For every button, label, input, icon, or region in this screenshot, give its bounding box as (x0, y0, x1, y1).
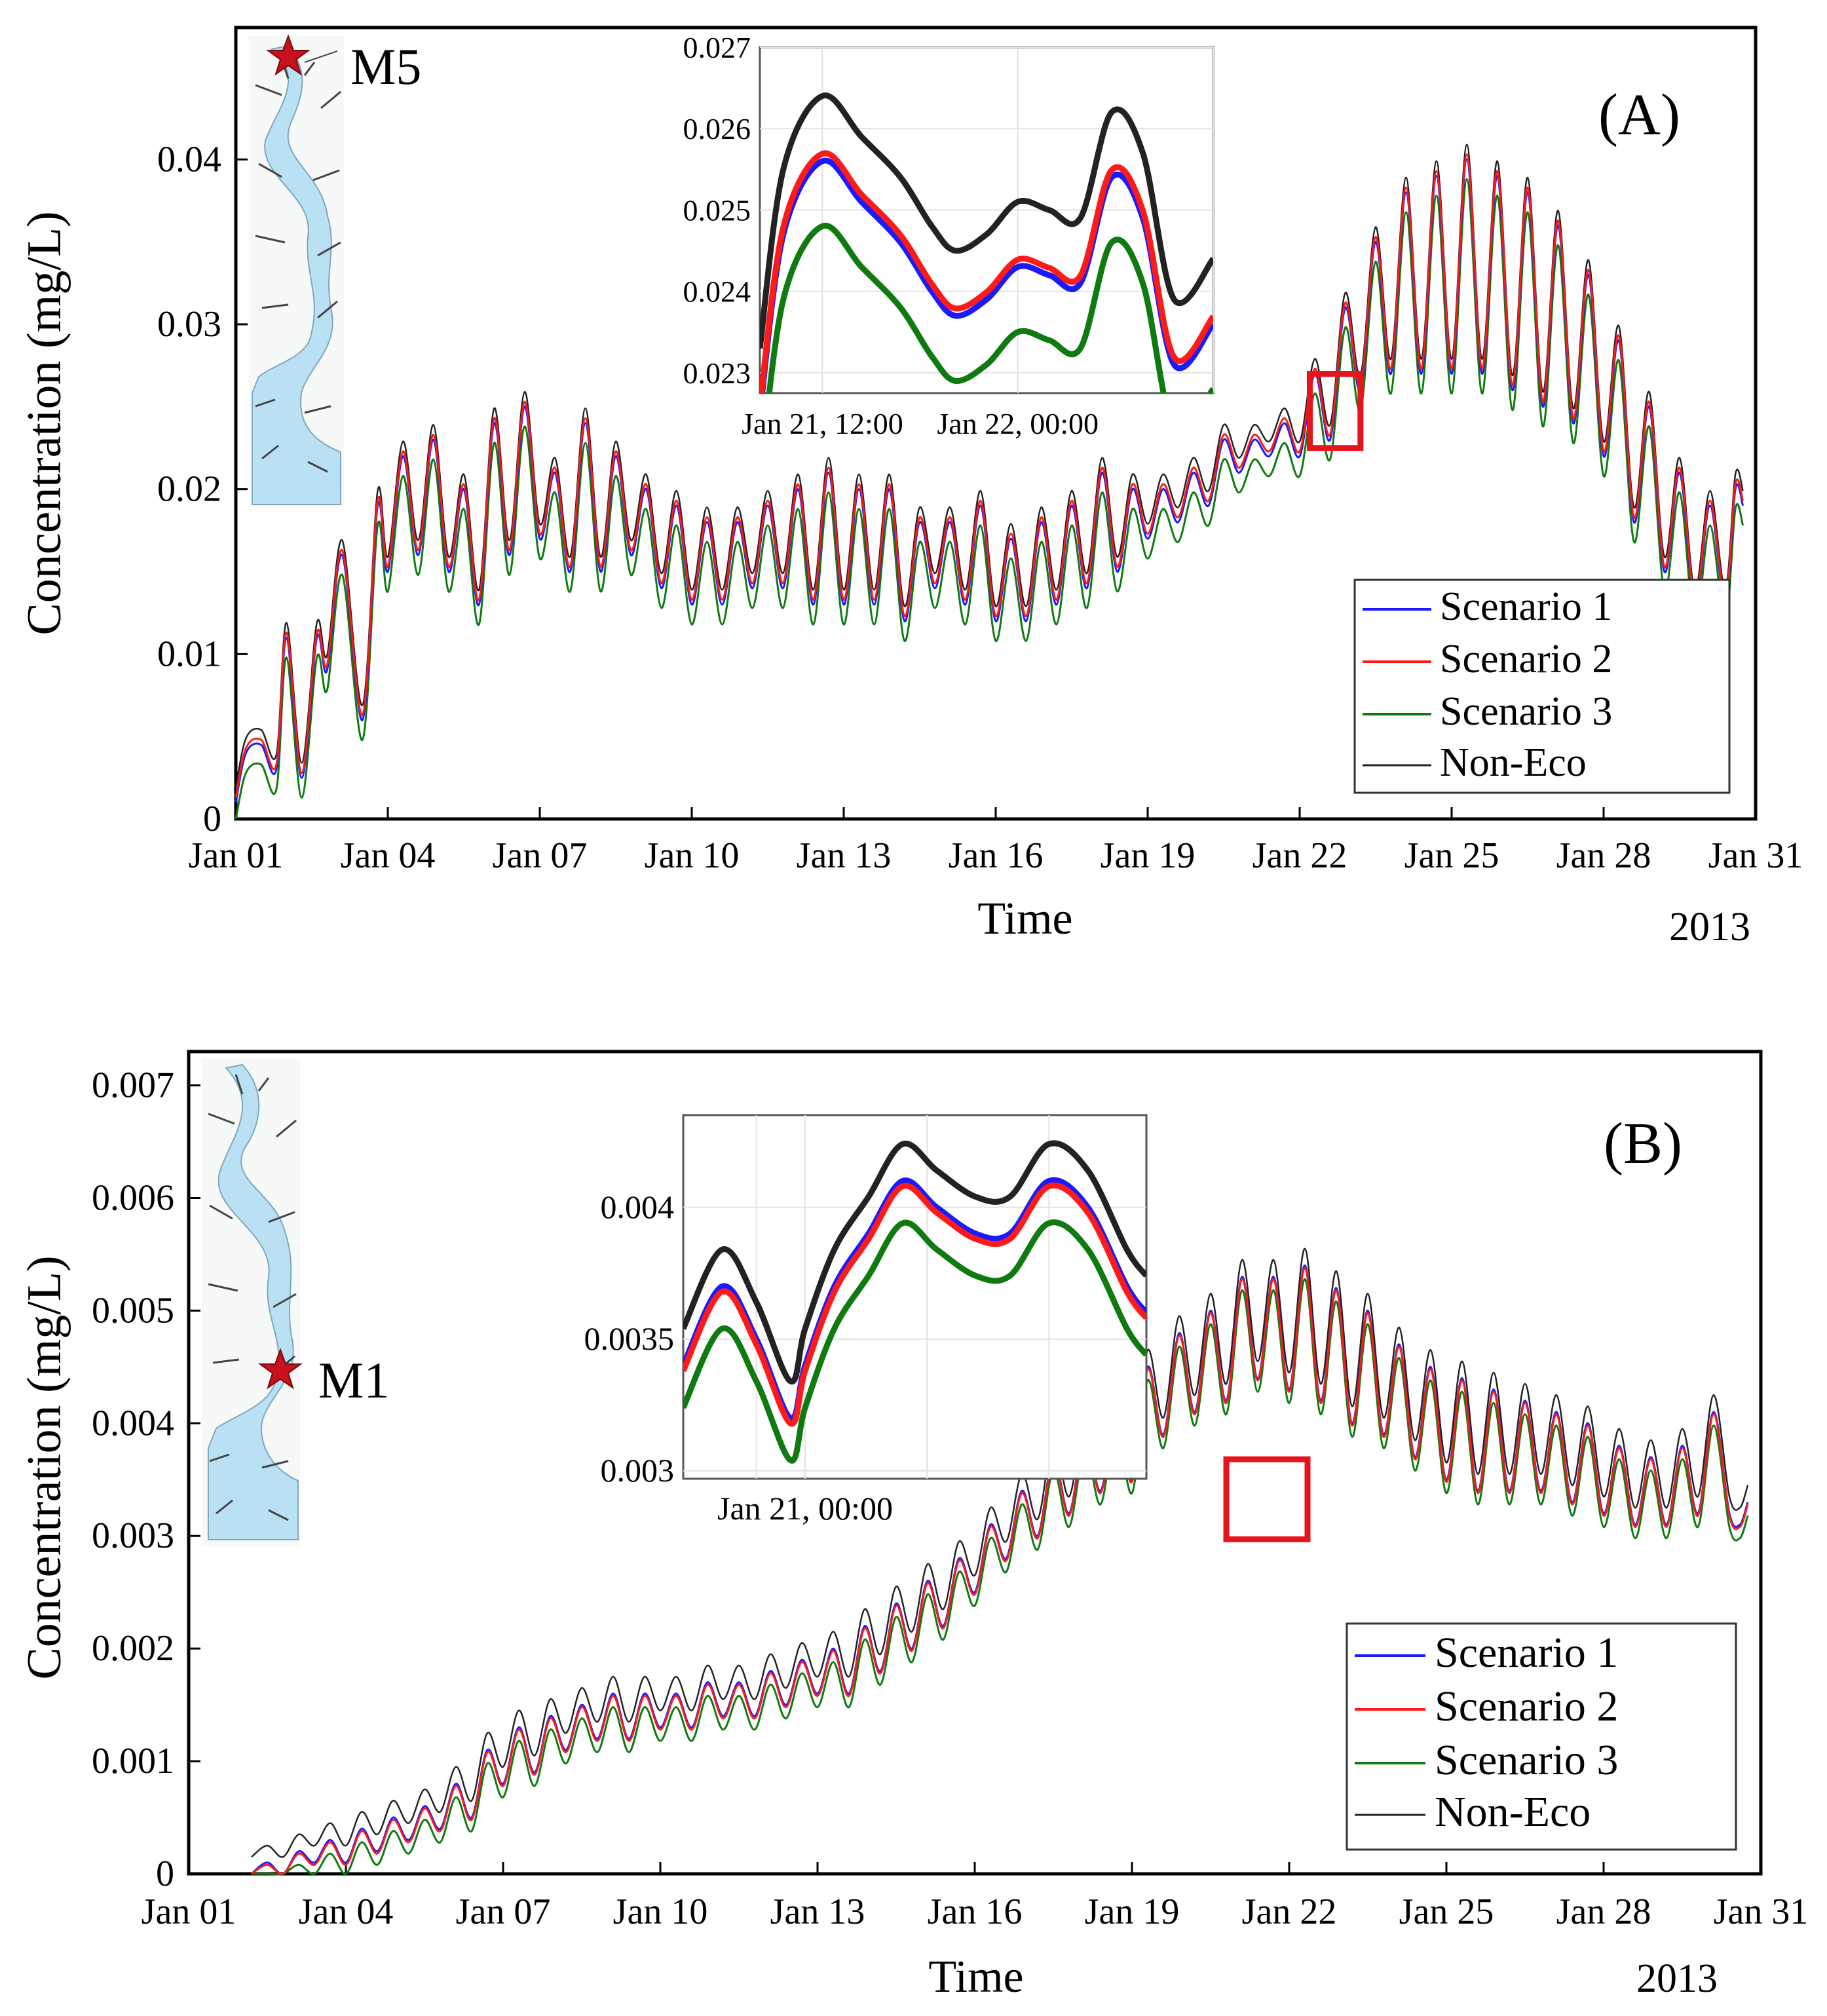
panel-b-inset-y-tick-label: 0.0035 (584, 1320, 675, 1357)
panel-b-x-axis-label: Time (928, 1952, 1023, 2002)
panel-a-x-tick-label: Jan 13 (797, 835, 892, 876)
panel-a-legend: Scenario 1 Scenario 2 Scenario 3 Non-Eco (1355, 580, 1729, 793)
panel-b-y-tick-label: 0.005 (92, 1290, 174, 1331)
legend-label-scenario3: Scenario 3 (1440, 689, 1612, 734)
panel-a-chart: Jan 01 Jan 04 Jan 07 Jan 10 Jan 13 Jan 16 Jan … (18, 28, 1803, 949)
panel-a-x-tick-label: Jan 31 (1708, 835, 1803, 876)
panel-b-inset-y-tick-label: 0.004 (601, 1189, 675, 1225)
legend-label-scenario2: Scenario 2 (1440, 637, 1612, 681)
panel-b-x-tick-label: Jan 25 (1399, 1892, 1494, 1932)
panel-a-y-tick-label: 0.02 (157, 469, 221, 510)
panel-a-x-axis-label: Time (977, 894, 1072, 944)
legend-label-scenario1: Scenario 1 (1440, 584, 1612, 629)
panel-a-y-axis-label: Concentration (mg/L) (18, 211, 71, 635)
panel-b-y-tick-label: 0 (156, 1854, 174, 1894)
panel-a-panel-label: (A) (1598, 83, 1680, 147)
panel-a-y-tick-label: 0 (203, 799, 221, 839)
figure: Jan 01 Jan 04 Jan 07 Jan 10 Jan 13 Jan 16 Jan … (0, 0, 1827, 2016)
panel-a-station-label: M5 (350, 38, 421, 95)
panel-a-inset-y-tick-label: 0.025 (683, 193, 751, 227)
panel-b-x-tick-label: Jan 28 (1556, 1892, 1651, 1932)
panel-b-x-tick-label: Jan 16 (928, 1892, 1023, 1932)
panel-b-legend: Scenario 1 Scenario 2 Scenario 3 Non-Eco (1347, 1624, 1736, 1850)
panel-b-y-tick-label: 0.006 (92, 1177, 174, 1218)
panel-b-y-tick-label: 0.002 (92, 1628, 174, 1669)
panel-b-river-map (202, 1058, 301, 1546)
panel-a-inset-y-tick-label: 0.026 (683, 112, 751, 145)
panel-b-x-tick-label: Jan 31 (1714, 1892, 1809, 1932)
panel-a-x-tick-label: Jan 19 (1101, 835, 1196, 876)
panel-a-x-tick-label: Jan 01 (189, 835, 284, 876)
panel-a-y-tick-label: 0.01 (157, 634, 221, 674)
legend-label-scenario2: Scenario 2 (1435, 1683, 1618, 1730)
panel-b-chart: Jan 01 Jan 04 Jan 07 Jan 10 Jan 13 Jan 16 Jan … (18, 1052, 1808, 2002)
panel-a-river-map (249, 36, 344, 506)
panel-a-y-tick-label: 0.04 (157, 139, 221, 180)
panel-a-inset-y-tick-label: 0.024 (683, 275, 751, 309)
legend-label-scenario3: Scenario 3 (1435, 1736, 1618, 1784)
panel-b-x-tick-label: Jan 13 (770, 1892, 865, 1932)
panel-b-x-tick-label: Jan 07 (456, 1892, 551, 1932)
panel-b-x-tick-label: Jan 19 (1085, 1892, 1180, 1932)
panel-a-inset-y-tick-label: 0.023 (683, 356, 751, 390)
panel-a-x-tick-label: Jan 04 (341, 835, 436, 876)
panel-b-y-tick-label: 0.003 (92, 1515, 174, 1556)
panel-a-inset-x-tick-label: Jan 21, 12:00 (742, 407, 903, 440)
panel-b-x-tick-label: Jan 22 (1242, 1892, 1337, 1932)
panel-a-x-tick-label: Jan 28 (1556, 835, 1651, 876)
legend-label-non-eco: Non-Eco (1440, 740, 1587, 785)
legend-label-scenario1: Scenario 1 (1435, 1629, 1618, 1677)
panel-b-y-tick-label: 0.007 (92, 1065, 174, 1106)
panel-b-inset-y-tick-label: 0.003 (601, 1452, 675, 1489)
panel-a-year-label: 2013 (1669, 905, 1750, 949)
panel-a-x-tick-label: Jan 10 (645, 835, 740, 876)
panel-a-x-tick-label: Jan 22 (1253, 835, 1347, 876)
panel-b-x-tick-label: Jan 04 (299, 1892, 394, 1932)
panel-b-x-tick-label: Jan 10 (613, 1892, 708, 1932)
panel-a-inset-y-tick-label: 0.027 (683, 31, 751, 64)
panel-b-year-label: 2013 (1636, 1956, 1718, 2001)
panel-a-y-tick-label: 0.03 (157, 304, 221, 345)
panel-a-x-tick-label: Jan 25 (1404, 835, 1499, 876)
legend-label-non-eco: Non-Eco (1435, 1788, 1591, 1836)
panel-b-y-tick-label: 0.004 (92, 1403, 174, 1443)
panel-b-panel-label: (B) (1604, 1111, 1682, 1176)
panel-b-inset-x-tick-label: Jan 21, 00:00 (717, 1490, 893, 1527)
panel-b-y-tick-label: 0.001 (92, 1741, 174, 1781)
panel-b-y-axis-label: Concentration (mg/L) (18, 1255, 71, 1679)
panel-b-x-tick-label: Jan 01 (141, 1892, 236, 1932)
panel-a-x-tick-label: Jan 07 (493, 835, 588, 876)
panel-b-station-label: M1 (318, 1352, 389, 1409)
panel-a-inset-x-tick-label: Jan 22, 00:00 (937, 407, 1099, 440)
panel-a-x-tick-label: Jan 16 (949, 835, 1044, 876)
